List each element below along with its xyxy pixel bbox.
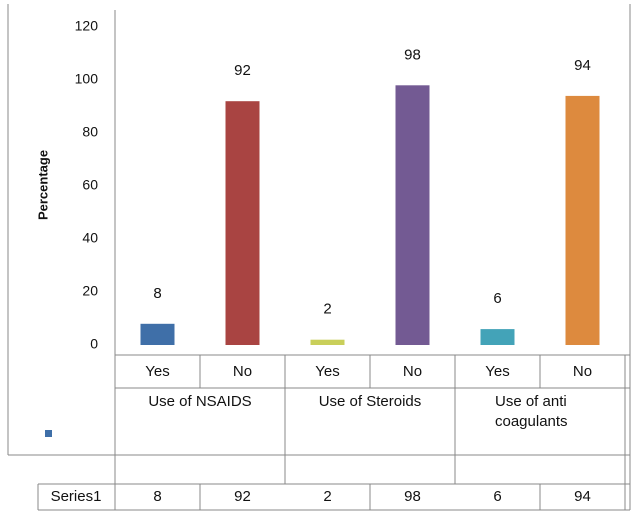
x-tick-label: No xyxy=(573,363,592,380)
y-tick-label: 40 xyxy=(82,230,98,246)
table-value: 6 xyxy=(493,488,501,505)
bar xyxy=(310,339,345,345)
x-tick-label: No xyxy=(233,363,252,380)
group-label: Use of anti coagulants xyxy=(495,393,568,430)
legend-key xyxy=(45,430,52,437)
table-value: 2 xyxy=(323,488,331,505)
x-tick-label: Yes xyxy=(485,363,509,380)
data-label: 6 xyxy=(493,290,501,307)
table-value: 98 xyxy=(404,488,421,505)
x-tick-label: No xyxy=(403,363,422,380)
y-tick-label: 20 xyxy=(82,283,98,299)
group-label: Use of NSAIDS xyxy=(148,393,252,410)
data-label: 94 xyxy=(574,57,591,74)
group-label-box: Use of anti coagulants xyxy=(495,393,568,430)
table-value: 94 xyxy=(574,488,591,505)
bar xyxy=(480,329,515,345)
series-name: Series1 xyxy=(51,488,102,505)
y-tick-label: 100 xyxy=(75,71,99,87)
data-label: 8 xyxy=(153,285,161,302)
data-label: 98 xyxy=(404,46,421,63)
group-label-box: Use of Steroids xyxy=(318,393,422,410)
group-label: Use of Steroids xyxy=(318,393,422,410)
table-value: 8 xyxy=(153,488,161,505)
y-tick-label: 120 xyxy=(75,18,99,34)
y-tick-label: 0 xyxy=(90,336,98,352)
x-tick-label: Yes xyxy=(145,363,169,380)
bar xyxy=(140,323,175,345)
table-value: 92 xyxy=(234,488,251,505)
bar xyxy=(565,95,600,346)
y-axis-label: Percentage xyxy=(35,150,50,220)
bar xyxy=(395,85,430,346)
bar xyxy=(225,101,260,345)
data-label: 2 xyxy=(323,301,331,318)
y-tick-label: 60 xyxy=(82,177,98,193)
y-tick-label: 80 xyxy=(82,124,98,140)
data-label: 92 xyxy=(234,62,251,79)
x-tick-label: Yes xyxy=(315,363,339,380)
group-label-box: Use of NSAIDS xyxy=(148,393,252,410)
